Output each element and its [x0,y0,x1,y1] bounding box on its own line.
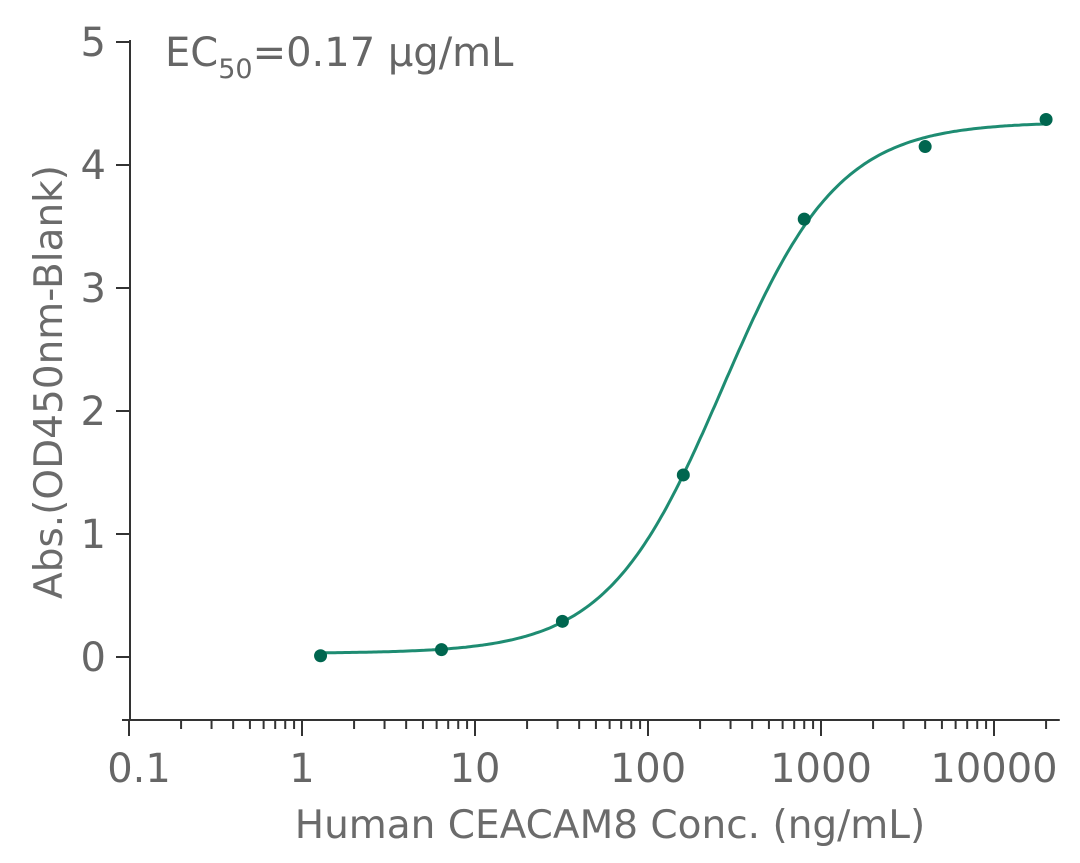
x-tick-label: 100 [610,746,686,792]
data-point [918,140,932,154]
y-tick-label: 0 [81,635,106,681]
data-point [1039,112,1053,126]
y-axis-title: Abs.(OD450nm-Blank) [27,165,72,599]
x-tick-label: 1 [289,746,314,792]
x-tick-label: 0.1 [107,746,171,792]
data-point [434,643,448,657]
fit-curve-layer [320,122,1047,655]
x-tick-label: 10 [450,746,501,792]
data-points [314,112,1053,663]
y-tick-label: 2 [81,389,106,435]
data-point [314,649,328,663]
y-tick-label: 4 [81,143,106,189]
x-tick-label: 1000 [770,746,872,792]
x-axis-title: Human CEACAM8 Conc. (ng/mL) [295,803,926,848]
axes: 0.1 1 10 100 1000 10000 0 1 2 3 4 5 [81,20,1060,792]
y-tick-label: 5 [81,20,106,66]
data-point [676,468,690,482]
y-tick-label: 3 [81,266,106,312]
fit-curve [320,122,1047,655]
x-tick-label: 10000 [930,746,1057,792]
ec50-annotation: EC50=0.17 μg/mL [165,30,514,85]
data-point [797,212,811,226]
data-point [555,614,569,628]
y-tick-label: 1 [81,512,106,558]
